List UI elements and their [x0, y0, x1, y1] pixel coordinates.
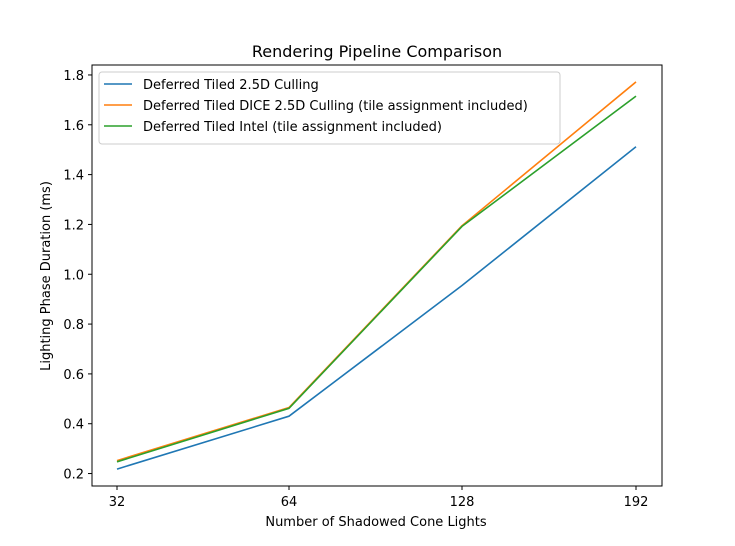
legend-label: Deferred Tiled DICE 2.5D Culling (tile a… [143, 99, 528, 114]
x-axis-label: Number of Shadowed Cone Lights [265, 515, 487, 530]
series-line-3 [116, 95, 637, 463]
y-tick-label: 1.0 [63, 268, 84, 283]
y-tick-label: 0.6 [63, 368, 84, 383]
x-tick-label: 64 [281, 495, 298, 510]
y-tick-label: 0.4 [63, 418, 84, 433]
legend: Deferred Tiled 2.5D Culling Deferred Tile… [98, 71, 561, 145]
y-axis: 0.2 0.4 0.6 0.8 1.0 1.2 1.4 1.6 1.8 [63, 69, 92, 483]
legend-box [98, 71, 561, 145]
y-tick-label: 1.2 [63, 218, 84, 233]
x-axis: 32 64 128 192 [109, 486, 649, 510]
y-tick-label: 1.8 [63, 69, 84, 84]
x-tick-label: 128 [450, 495, 475, 510]
y-tick-label: 1.4 [63, 169, 84, 184]
legend-label: Deferred Tiled 2.5D Culling [143, 78, 319, 93]
chart-title: Rendering Pipeline Comparison [252, 42, 502, 61]
y-tick-label: 1.6 [63, 119, 84, 134]
y-tick-label: 0.2 [63, 468, 84, 483]
y-axis-label: Lighting Phase Duration (ms) [39, 181, 54, 371]
series-line-1 [116, 146, 637, 470]
x-tick-label: 192 [624, 495, 649, 510]
y-tick-label: 0.8 [63, 318, 84, 333]
x-tick-label: 32 [109, 495, 126, 510]
series-layer [116, 81, 637, 470]
legend-label: Deferred Tiled Intel (tile assignment in… [143, 120, 442, 135]
